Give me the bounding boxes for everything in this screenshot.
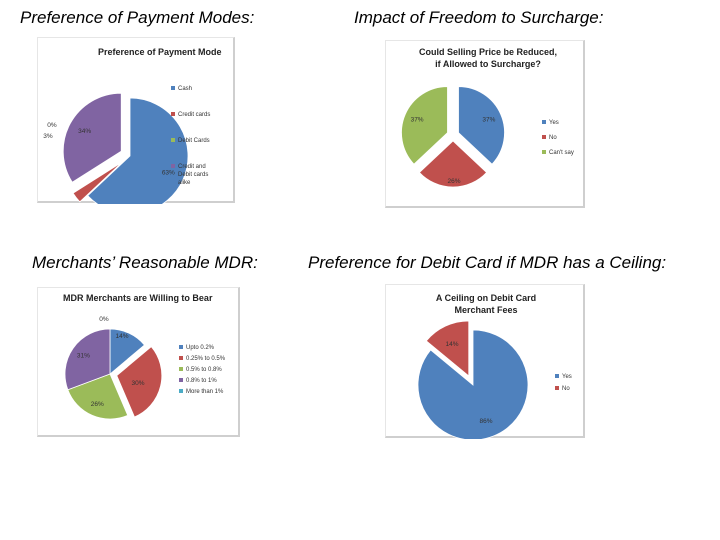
chart-title: Could Selling Price be Reduced, bbox=[419, 47, 557, 57]
legend-swatch-credit-cards bbox=[171, 112, 175, 116]
heading-debit-ceiling: Preference for Debit Card if MDR has a C… bbox=[308, 253, 667, 272]
chart-title: MDR Merchants are Willing to Bear bbox=[63, 293, 213, 303]
chart-surcharge: Could Selling Price be Reduced, if Allowe… bbox=[401, 47, 574, 188]
legend-label-yes: Yes bbox=[562, 374, 572, 380]
pie-slice-0-8-to-1 bbox=[64, 328, 111, 391]
data-label-upto-0-2: 14% bbox=[115, 333, 128, 340]
legend-label-0-25-to-0-5: 0.25% to 0.5% bbox=[186, 356, 226, 362]
legend-label-no: No bbox=[549, 135, 557, 141]
pie-slice-yes bbox=[458, 86, 505, 165]
pie-slice-cash bbox=[87, 97, 189, 204]
pie-slice-yes bbox=[417, 329, 529, 439]
legend-swatch-credit-and-debit-cards-alike bbox=[171, 164, 175, 168]
heading-payment-modes: Preference of Payment Modes: bbox=[20, 8, 255, 27]
legend-label-0-5-to-0-8: 0.5% to 0.8% bbox=[186, 367, 222, 373]
pie-slice-0-25-to-0-5 bbox=[116, 346, 163, 418]
pie-slice-can-t-say bbox=[401, 86, 448, 165]
legend-label-more-than-1: More than 1% bbox=[186, 389, 224, 395]
chart-mdr: MDR Merchants are Willing to Bear 14% 30% 2… bbox=[63, 293, 226, 420]
legend-swatch-cash bbox=[171, 86, 175, 90]
chart-panel-mdr: MDR Merchants are Willing to Bear 14% 30% 2… bbox=[37, 287, 240, 437]
chart-panel-surcharge: Could Selling Price be Reduced, if Allowe… bbox=[385, 40, 585, 208]
data-label-debit-cards: 0% bbox=[47, 122, 57, 129]
pie-slice-credit-and-debit-cards-alike bbox=[62, 92, 122, 183]
legend-swatch-0-25-to-0-5 bbox=[179, 356, 183, 360]
legend-label-debit-cards: Debit Cards bbox=[178, 138, 210, 144]
chart-panel-debit-ceiling: A Ceiling on Debit Card Merchant Fees 86% 1… bbox=[385, 284, 585, 439]
legend-label-can-t-say: Can't say bbox=[549, 150, 574, 156]
legend-swatch-debit-cards bbox=[171, 138, 175, 142]
data-label-can-t-say: 37% bbox=[411, 116, 424, 123]
chart-title: Merchant Fees bbox=[454, 305, 517, 315]
legend-swatch-yes bbox=[555, 374, 559, 378]
legend-label-0-8-to-1: 0.8% to 1% bbox=[186, 378, 217, 384]
data-label-no: 14% bbox=[445, 341, 458, 348]
chart-title: if Allowed to Surcharge? bbox=[435, 59, 541, 69]
legend-swatch-can-t-say bbox=[542, 150, 546, 154]
pie-slice-credit-cards bbox=[72, 161, 123, 203]
chart-title: A Ceiling on Debit Card bbox=[436, 293, 536, 303]
data-label-yes: 86% bbox=[479, 418, 492, 425]
chart-title: Preference of Payment Mode bbox=[98, 47, 222, 57]
chart-payment-mode: Preference of Payment Mode 63% 3% 0% 34% Cash… bbox=[43, 47, 222, 204]
legend-swatch-0-8-to-1 bbox=[179, 378, 183, 382]
legend-swatch-upto-0-2 bbox=[179, 345, 183, 349]
legend-label-cash: Cash bbox=[178, 86, 192, 92]
data-label-yes: 37% bbox=[482, 116, 495, 123]
data-label-no: 26% bbox=[447, 178, 460, 185]
data-label-0-8-to-1: 31% bbox=[77, 353, 90, 360]
legend-swatch-0-5-to-0-8 bbox=[179, 367, 183, 371]
legend-swatch-no bbox=[555, 386, 559, 390]
pie-slice-0-5-to-0-8 bbox=[67, 373, 129, 420]
legend-swatch-more-than-1 bbox=[179, 389, 183, 393]
legend-label-yes: Yes bbox=[549, 120, 559, 126]
pie-slice-no bbox=[425, 320, 470, 377]
legend-label-credit-and-debit-cards-alike: Credit and Debit cards alike bbox=[178, 164, 208, 186]
heading-mdr: Merchants’ Reasonable MDR: bbox=[32, 253, 258, 272]
legend-label-no: No bbox=[562, 386, 570, 392]
pie-slice-no bbox=[418, 140, 488, 188]
data-label-credit-cards: 3% bbox=[43, 133, 53, 140]
legend-label-upto-0-2: Upto 0.2% bbox=[186, 345, 215, 351]
data-label-0-25-to-0-5: 30% bbox=[131, 380, 144, 387]
data-label-credit-and-debit-cards-alike: 34% bbox=[78, 128, 91, 135]
legend-swatch-no bbox=[542, 135, 546, 139]
data-label-more-than-1: 0% bbox=[99, 316, 109, 323]
data-label-0-5-to-0-8: 26% bbox=[91, 401, 104, 408]
legend-label-credit-cards: Credit cards bbox=[178, 112, 210, 118]
data-label-cash: 63% bbox=[162, 170, 175, 177]
chart-debit-ceiling: A Ceiling on Debit Card Merchant Fees 86% 1… bbox=[417, 293, 572, 439]
chart-panel-payment-mode: Preference of Payment Mode 63% 3% 0% 34% Cash… bbox=[37, 37, 235, 204]
legend-swatch-yes bbox=[542, 120, 546, 124]
heading-surcharge: Impact of Freedom to Surcharge: bbox=[354, 8, 604, 27]
